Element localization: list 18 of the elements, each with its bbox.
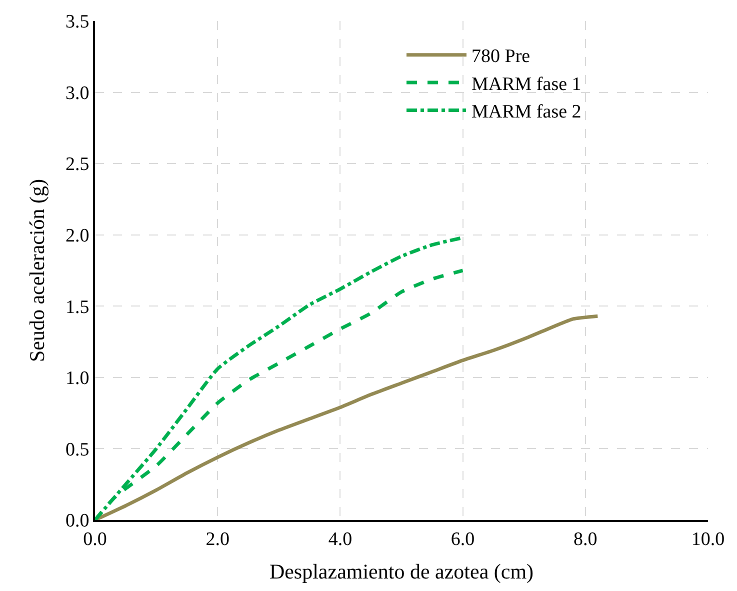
y-tick-label: 2.5 [65,154,90,176]
x-axis-title: Desplazamiento de azotea (cm) [269,560,534,584]
y-tick-label: 0.5 [65,439,90,460]
y-tick-label: 1.0 [65,368,90,390]
x-tick-label: 6.0 [450,528,475,550]
y-axis-title: Seudo aceleración (g) [25,178,50,362]
x-tick-label: 10.0 [691,528,725,550]
x-tick-label: 2.0 [206,528,230,550]
y-tick-label: 3.5 [65,12,90,33]
line-series [95,314,600,520]
legend-label: MARM fase 2 [472,102,582,123]
legend-label: MARM fase 1 [472,74,582,95]
legend-label: 780 Pre [472,46,530,68]
x-tick-label: 4.0 [328,528,352,550]
y-tick-label: 2.0 [65,226,90,247]
y-tick-label: 3.0 [65,82,90,104]
y-tick-label: 1.5 [65,296,90,318]
x-tick-label: 8.0 [574,528,598,550]
